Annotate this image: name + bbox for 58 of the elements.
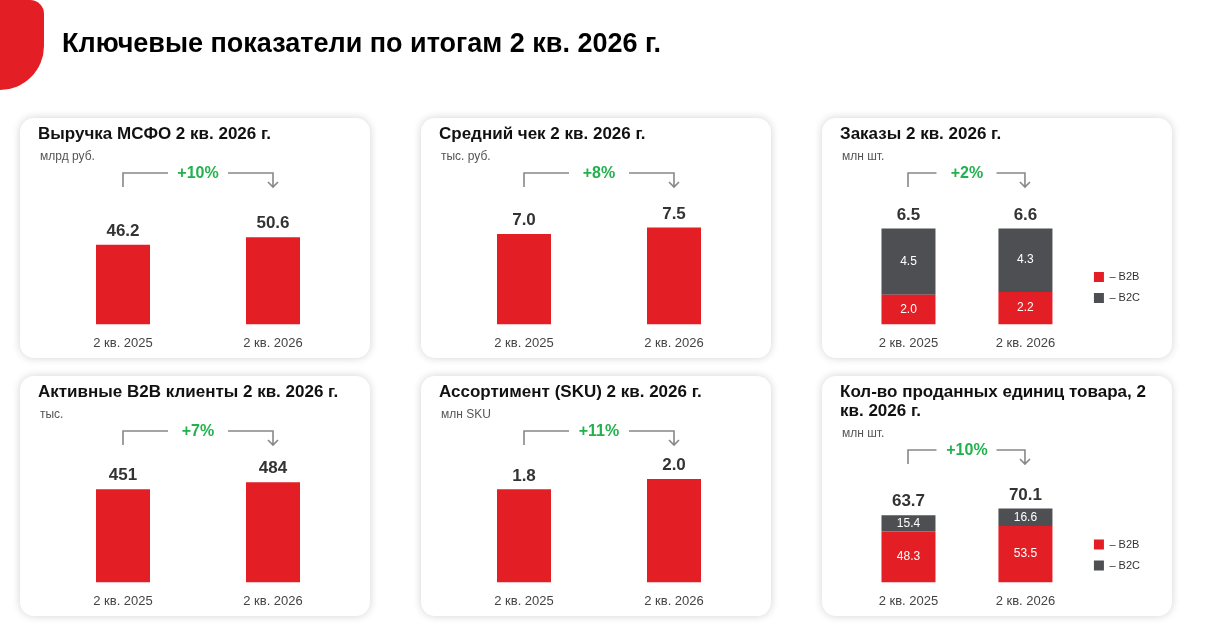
x-tick-label: 2 кв. 2025 [494, 592, 554, 608]
x-tick-label: 2 кв. 2025 [93, 334, 153, 350]
chart-title: Заказы 2 кв. 2026 г. [840, 124, 1003, 143]
x-tick-label: 2 кв. 2026 [243, 334, 303, 350]
chart-subtitle: тыс. [40, 407, 65, 421]
text: +7% [181, 422, 215, 440]
legend-label: – B2B [1109, 270, 1140, 283]
x-tick-label: 2 кв. 2025 [878, 334, 939, 350]
legend-label: – B2B [1109, 537, 1140, 550]
bar [998, 508, 1053, 526]
x-tick-label: 2 кв. 2025 [494, 334, 554, 350]
chart-title: Активные B2B клиенты 2 кв. 2026 г. [38, 382, 340, 401]
data-label: 2.0 [900, 301, 918, 316]
data-label: 4.3 [1017, 252, 1035, 267]
data-label: 7.5 [662, 203, 686, 223]
chart-subtitle: млрд руб. [40, 149, 96, 163]
data-label: 50.6 [256, 213, 290, 233]
x-tick-label: 2 кв. 2026 [644, 334, 704, 350]
data-label: 451 [108, 465, 138, 485]
legend-label: – B2C [1109, 291, 1141, 304]
chart-subtitle: млн шт. [842, 426, 886, 440]
chart-subtitle: млн SKU [441, 407, 492, 421]
data-label: 484 [258, 458, 288, 478]
x-tick-label: 2 кв. 2026 [995, 334, 1056, 350]
data-label: 53.5 [1013, 546, 1038, 561]
text: Ключевые показатели по итогам 2 кв. 2026 г. [62, 28, 661, 59]
data-label: 48.3 [896, 549, 921, 564]
data-label: 16.6 [1013, 509, 1038, 524]
text: +10% [177, 164, 219, 182]
text: +10% [946, 441, 988, 459]
data-label: 46.2 [106, 220, 140, 240]
x-tick-label: 2 кв. 2025 [878, 592, 939, 608]
chart-subtitle: млн шт. [842, 149, 886, 163]
chart-subtitle: тыс. руб. [441, 149, 492, 163]
bar [998, 525, 1053, 583]
data-label: 15.4 [896, 515, 921, 530]
x-tick-label: 2 кв. 2025 [93, 592, 153, 608]
data-label: 7.0 [512, 210, 536, 230]
data-label: 1.8 [512, 465, 536, 485]
data-label: 2.0 [662, 455, 686, 475]
total-label: 6.6 [1013, 204, 1038, 224]
data-label: 4.5 [900, 253, 918, 268]
bar [881, 531, 936, 583]
x-tick-label: 2 кв. 2026 [995, 592, 1056, 608]
total-label: 63.7 [891, 491, 926, 511]
chart-title: Выручка МСФО 2 кв. 2026 г. [38, 124, 273, 143]
x-tick-label: 2 кв. 2026 [644, 592, 704, 608]
text: +2% [950, 164, 984, 182]
total-label: 6.5 [896, 204, 921, 224]
chart-title: Кол-во проданных единиц товара, 2 кв. 2026 г. [840, 382, 1147, 420]
total-label: 70.1 [1008, 484, 1042, 504]
chart-title: Ассортимент (SKU) 2 кв. 2026 г. [439, 382, 703, 401]
x-tick-label: 2 кв. 2026 [243, 592, 303, 608]
text: +8% [582, 164, 616, 182]
text: +11% [578, 422, 620, 440]
legend-label: – B2C [1109, 558, 1141, 571]
chart-title: Средний чек 2 кв. 2026 г. [439, 124, 647, 143]
data-label: 2.2 [1017, 300, 1035, 315]
